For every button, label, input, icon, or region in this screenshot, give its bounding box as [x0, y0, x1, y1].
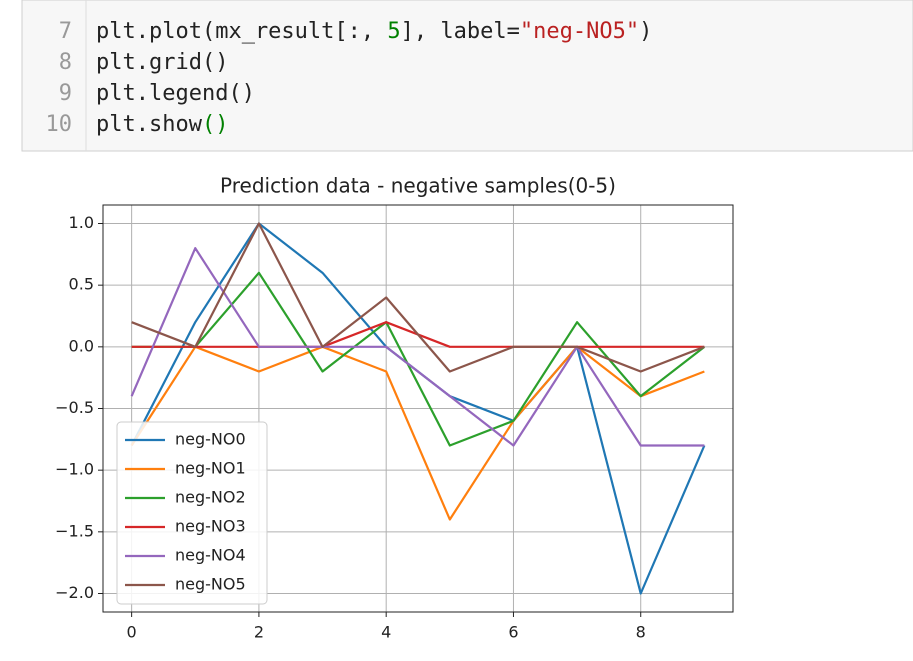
legend-label: neg-NO3: [175, 517, 246, 536]
series-line: [130, 345, 705, 521]
x-tick-label: 2: [254, 623, 264, 642]
code-line: plt.legend(): [96, 81, 255, 106]
y-tick-label: −2.0: [55, 583, 94, 602]
line-number: 10: [46, 112, 73, 137]
code-token: plt.plot(mx_result[:,: [96, 19, 387, 44]
line-number: 8: [59, 50, 72, 75]
y-tick-label: −0.5: [55, 398, 94, 417]
y-tick-label: 0.5: [69, 275, 94, 294]
code-token: 5: [387, 19, 400, 44]
code-token: ): [639, 19, 652, 44]
series-line: [131, 271, 706, 447]
code-cell: [21, 0, 913, 152]
x-tick-label: 4: [381, 623, 391, 642]
x-tick-label: 8: [636, 623, 646, 642]
code-line: plt.grid(): [96, 50, 228, 75]
legend-label: neg-NO2: [175, 488, 246, 507]
code-line: plt.show(): [96, 112, 228, 137]
legend-label: neg-NO4: [175, 546, 246, 565]
y-tick-label: 0.0: [69, 336, 94, 355]
legend-label: neg-NO1: [175, 459, 246, 478]
code-line: plt.plot(mx_result[:, 5], label="neg-NO5…: [96, 19, 652, 44]
code-token: "neg-NO5": [520, 19, 639, 44]
legend-label: neg-NO0: [175, 430, 246, 449]
legend-box: [116, 421, 268, 605]
series-line: [131, 222, 705, 373]
series-line: [130, 247, 705, 447]
x-tick-label: 0: [127, 623, 137, 642]
y-tick-label: 1.0: [69, 213, 94, 232]
code-token: ], label=: [401, 19, 520, 44]
y-tick-label: −1.5: [55, 521, 94, 540]
x-tick-label: 6: [508, 623, 518, 642]
line-number: 9: [59, 81, 72, 106]
line-number: 7: [59, 19, 72, 44]
code-token: plt.legend(): [96, 81, 255, 106]
plot-frame: [102, 204, 734, 613]
chart-title: Prediction data - negative samples(0-5): [220, 174, 616, 198]
code-token: plt.show: [96, 112, 203, 137]
code-token: plt.grid(): [96, 50, 228, 75]
code-token: (): [202, 112, 229, 137]
legend-label: neg-NO5: [175, 575, 246, 594]
y-tick-label: −1.0: [55, 460, 94, 479]
